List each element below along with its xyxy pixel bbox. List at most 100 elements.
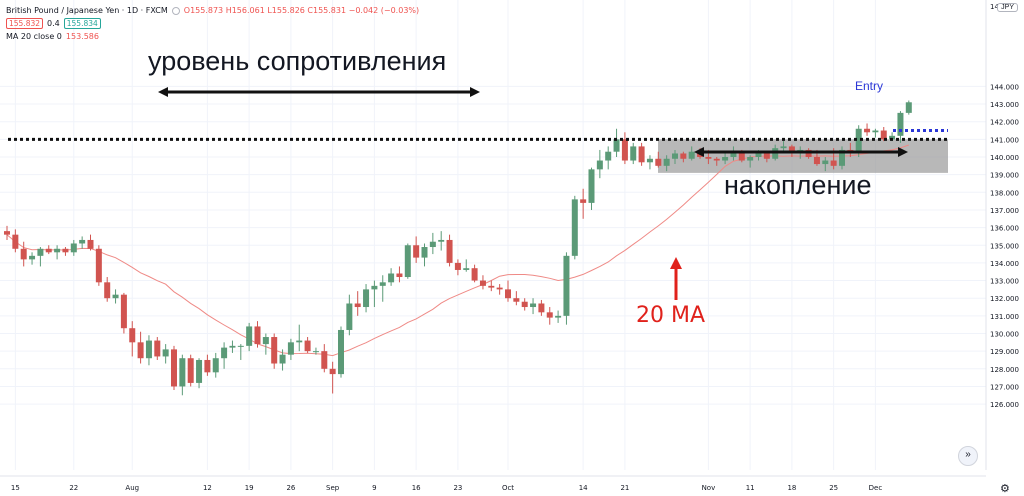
candle-body	[338, 329, 344, 375]
double-chevron-down-icon[interactable]: »	[958, 446, 978, 466]
candle-body	[112, 294, 119, 299]
candle-body	[730, 151, 737, 157]
candle-body	[864, 128, 871, 133]
candle-body	[271, 337, 278, 364]
candle-body	[379, 282, 386, 286]
candle-body	[738, 151, 745, 161]
candle-body	[780, 146, 787, 149]
price-tick-label: 133.000	[990, 278, 1019, 286]
candle-body	[321, 351, 328, 369]
candle-body	[396, 273, 403, 278]
candle-body	[646, 158, 653, 163]
time-tick-label: 19	[245, 484, 254, 492]
candle-body	[54, 248, 61, 253]
candle-body	[62, 248, 69, 253]
candle-body	[262, 337, 269, 345]
candle-body	[479, 280, 486, 286]
price-tick-label: 138.000	[990, 189, 1019, 197]
candle-body	[20, 248, 27, 260]
candle-body	[237, 345, 244, 347]
price-tick-label: 139.000	[990, 172, 1019, 180]
candle-body	[596, 160, 603, 170]
candle-body	[471, 268, 478, 281]
price-tick-label: 140.000	[990, 154, 1019, 162]
candle-body	[830, 160, 837, 166]
sell-button[interactable]: 155.832	[6, 18, 44, 29]
candle-body	[605, 151, 612, 161]
ohlc-values: O155.873 H156.061 L155.826 C155.831 −0.0…	[183, 6, 420, 15]
resistance-arrow-head-right	[470, 87, 480, 97]
ma-indicator-label[interactable]: MA 20 close 0	[6, 32, 62, 41]
candle-body	[404, 245, 411, 278]
candle-body	[621, 139, 628, 161]
candle-body	[329, 368, 336, 375]
time-tick-label: 26	[286, 484, 295, 492]
time-tick-label: 11	[746, 484, 755, 492]
price-tick-label: 136.000	[990, 225, 1019, 233]
candle-body	[204, 359, 211, 373]
candle-body	[788, 146, 795, 154]
candle-body	[120, 294, 127, 329]
chart-grid	[0, 0, 986, 470]
candle-body	[839, 149, 845, 166]
candle-body	[588, 169, 595, 203]
candle-body	[4, 231, 10, 235]
market-status-icon	[171, 6, 180, 15]
time-tick-label: Sep	[326, 484, 340, 492]
candle-body	[421, 247, 428, 258]
candle-body	[354, 303, 361, 308]
time-tick-label: 15	[11, 484, 20, 492]
candle-body	[747, 157, 754, 161]
candle-body	[296, 340, 303, 343]
candle-body	[463, 268, 470, 270]
candle-body	[672, 153, 678, 159]
price-tick-label: 135.000	[990, 242, 1019, 250]
price-tick-label: 137.000	[990, 207, 1019, 215]
time-tick-label: 18	[787, 484, 796, 492]
time-axis[interactable]: 15 22 Aug 12 19 26 Sep 9 16 23 Oct 14 21 Nov 11 18 25 Dec	[0, 475, 986, 492]
candle-body	[246, 326, 253, 346]
price-axis-top-label: 145	[990, 3, 1003, 11]
price-axis[interactable]: 126.000 127.000 128.000 129.000 130.000 131.0…	[985, 0, 1019, 470]
candle-body	[897, 112, 904, 136]
currency-badge[interactable]: JPY	[997, 3, 1018, 12]
candle-body	[538, 303, 545, 313]
consolidation-arrow-head-right	[898, 147, 908, 157]
candle-body	[287, 342, 294, 355]
candle-body	[813, 157, 820, 165]
price-tick-label: 131.000	[990, 313, 1019, 321]
candle-body	[521, 301, 528, 308]
candle-body	[29, 255, 36, 260]
time-tick-label: 25	[829, 484, 838, 492]
candle-body	[137, 342, 144, 359]
candle-body	[70, 243, 77, 253]
candle-body	[513, 298, 520, 302]
buy-button[interactable]: 155.834	[63, 18, 101, 29]
price-tick-label: 132.000	[990, 295, 1019, 303]
candle-body	[722, 157, 729, 161]
candle-body	[312, 351, 319, 353]
consolidation-label: накопление	[724, 170, 871, 200]
candle-body	[905, 102, 912, 113]
time-tick-label: 22	[69, 484, 78, 492]
candle-body	[763, 153, 770, 159]
candle-body	[855, 128, 862, 154]
candle-body	[187, 358, 194, 383]
candle-body	[713, 158, 720, 161]
candle-body	[162, 349, 169, 357]
candle-body	[388, 273, 395, 283]
symbol-title[interactable]: British Pound / Japanese Yen · 1D · FXCM	[6, 6, 168, 15]
candle-body	[638, 146, 645, 163]
price-tick-label: 128.000	[990, 366, 1019, 374]
ma-arrow-head	[670, 257, 682, 269]
time-tick-label: 9	[372, 484, 376, 492]
price-tick-label: 144.000	[990, 83, 1019, 91]
ma20-annotation-label: 20 MA	[636, 303, 705, 328]
candle-body	[171, 349, 177, 387]
candle-body	[79, 239, 86, 244]
candle-body	[154, 340, 161, 357]
candle-body	[37, 248, 44, 256]
candle-body	[454, 262, 461, 270]
gear-icon[interactable]: ⚙	[1000, 483, 1010, 495]
